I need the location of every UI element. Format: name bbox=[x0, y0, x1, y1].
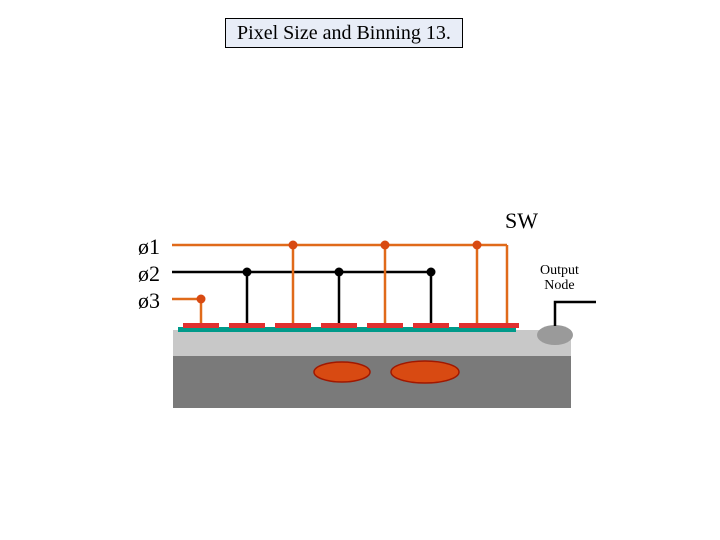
ccd-diagram bbox=[0, 0, 720, 540]
